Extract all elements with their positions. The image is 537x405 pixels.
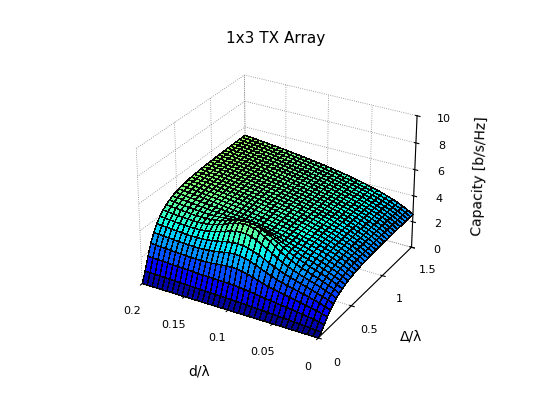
Y-axis label: Δ/λ: Δ/λ [400,329,422,343]
X-axis label: d/λ: d/λ [188,364,211,377]
Title: 1x3 TX Array: 1x3 TX Array [226,31,325,46]
